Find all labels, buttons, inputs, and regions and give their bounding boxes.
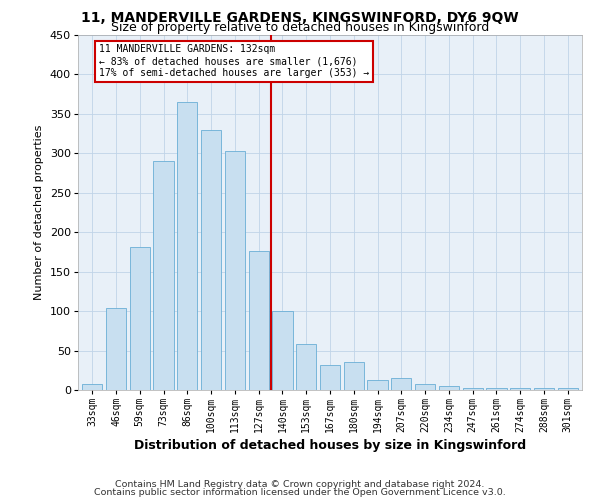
Bar: [177, 102, 197, 390]
Bar: [201, 130, 221, 390]
Bar: [248, 251, 269, 390]
Bar: [296, 344, 316, 390]
Text: Contains HM Land Registry data © Crown copyright and database right 2024.: Contains HM Land Registry data © Crown c…: [115, 480, 485, 489]
Bar: [487, 388, 506, 390]
Bar: [106, 308, 126, 390]
Y-axis label: Number of detached properties: Number of detached properties: [34, 125, 44, 300]
Text: 11, MANDERVILLE GARDENS, KINGSWINFORD, DY6 9QW: 11, MANDERVILLE GARDENS, KINGSWINFORD, D…: [81, 11, 519, 25]
Bar: [272, 311, 293, 390]
Bar: [82, 384, 103, 390]
Bar: [225, 151, 245, 390]
Text: Contains public sector information licensed under the Open Government Licence v3: Contains public sector information licen…: [94, 488, 506, 497]
Bar: [439, 386, 459, 390]
Bar: [415, 384, 435, 390]
Bar: [557, 388, 578, 390]
X-axis label: Distribution of detached houses by size in Kingswinford: Distribution of detached houses by size …: [134, 439, 526, 452]
Bar: [130, 247, 150, 390]
Bar: [320, 365, 340, 390]
Bar: [391, 378, 412, 390]
Text: Size of property relative to detached houses in Kingswinford: Size of property relative to detached ho…: [111, 22, 489, 35]
Bar: [534, 388, 554, 390]
Bar: [367, 380, 388, 390]
Text: 11 MANDERVILLE GARDENS: 132sqm
← 83% of detached houses are smaller (1,676)
17% : 11 MANDERVILLE GARDENS: 132sqm ← 83% of …: [99, 44, 369, 78]
Bar: [463, 388, 483, 390]
Bar: [510, 388, 530, 390]
Bar: [154, 161, 173, 390]
Bar: [344, 362, 364, 390]
